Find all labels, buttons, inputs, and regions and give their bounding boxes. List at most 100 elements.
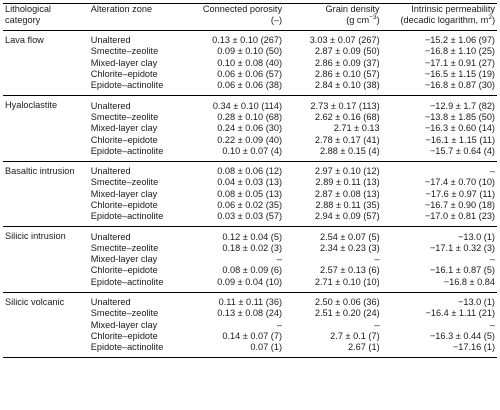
cell-grain-density: 2.50 ± 0.06 (36) <box>314 297 380 308</box>
cell-alteration-zone: Unaltered <box>90 166 131 177</box>
cell-alteration-zone: Chlorite–epidote <box>90 69 158 80</box>
table-row: Silicic volcanic Unaltered 0.11 ± 0.11 (36… <box>3 292 497 308</box>
cell-permeability: −16.3 ± 0.60 (14) <box>424 123 495 134</box>
cell-porosity: 0.09 ± 0.04 (10) <box>217 276 283 287</box>
cell-alteration-zone: Chlorite–epidote <box>90 134 158 145</box>
table-row: Smectite–zeolite 0.09 ± 0.10 (50) 2.87 ± 0… <box>3 46 497 57</box>
cell-porosity: – <box>276 319 283 330</box>
cell-category <box>3 189 89 200</box>
cell-alteration-zone: Epidote–actinolite <box>90 145 164 156</box>
cell-porosity: 0.06 ± 0.06 (38) <box>217 80 283 91</box>
cell-grain-density: 2.86 ± 0.10 (57) <box>314 69 380 80</box>
cell-permeability: −13.0 (1) <box>457 297 495 308</box>
cell-category: Hyaloclastite <box>5 100 58 111</box>
cell-grain-density: 2.51 ± 0.20 (24) <box>314 308 380 319</box>
data-table: Lithological category Alteration zone Co… <box>3 3 497 358</box>
cell-permeability: −17.6 ± 0.97 (11) <box>425 188 495 199</box>
table-group: Silicic volcanic Unaltered 0.11 ± 0.11 (36… <box>3 292 497 358</box>
cell-grain-density: 2.84 ± 0.10 (38) <box>314 80 380 91</box>
cell-grain-density: 2.57 ± 0.13 (6) <box>319 265 380 276</box>
cell-permeability: −13.8 ± 1.85 (50) <box>424 111 495 122</box>
cell-alteration-zone: Mixed-layer clay <box>90 254 158 265</box>
cell-category <box>3 331 89 342</box>
cell-grain-density: 2.54 ± 0.07 (5) <box>319 231 380 242</box>
table-row: Hyaloclastite Unaltered 0.34 ± 0.10 (114) 2… <box>3 96 497 112</box>
cell-grain-density: 2.71 ± 0.10 (10) <box>314 276 380 287</box>
header-density-unit: (g cm <box>346 15 370 25</box>
header-zone-text: Alteration zone <box>90 4 153 14</box>
table-row: Epidote–actinolite 0.10 ± 0.07 (4) 2.88 ± … <box>3 146 497 162</box>
table-row: Silicic intrusion Unaltered 0.12 ± 0.04 (5… <box>3 227 497 243</box>
cell-alteration-zone: Smectite–zeolite <box>90 46 159 57</box>
cell-permeability: −16.8 ± 0.84 <box>443 276 495 287</box>
cell-grain-density: 2.94 ± 0.09 (57) <box>314 211 380 222</box>
cell-grain-density: 2.78 ± 0.17 (41) <box>314 134 380 145</box>
cell-permeability: −17.1 ± 0.32 (3) <box>429 242 495 253</box>
cell-grain-density: 2.62 ± 0.16 (68) <box>314 111 380 122</box>
cell-grain-density: – <box>374 254 380 265</box>
cell-porosity: 0.22 ± 0.09 (40) <box>217 134 283 145</box>
cell-category <box>3 308 89 319</box>
cell-grain-density: 2.97 ± 0.10 (12) <box>314 166 380 177</box>
cell-alteration-zone: Chlorite–epidote <box>90 265 158 276</box>
table-row: Mixed-layer clay 0.10 ± 0.08 (40) 2.86 ± 0… <box>3 58 497 69</box>
cell-category <box>3 277 89 293</box>
table-row: Smectite–zeolite 0.18 ± 0.02 (3) 2.34 ± 0.… <box>3 243 497 254</box>
cell-alteration-zone: Epidote–actinolite <box>90 276 164 287</box>
cell-grain-density: 2.87 ± 0.09 (50) <box>314 46 380 57</box>
table-row: Smectite–zeolite 0.13 ± 0.08 (24) 2.51 ± 0… <box>3 308 497 319</box>
cell-porosity: 0.08 ± 0.09 (6) <box>222 265 283 276</box>
table-row: Smectite–zeolite 0.28 ± 0.10 (68) 2.62 ± 0… <box>3 112 497 123</box>
cell-category <box>3 46 89 57</box>
cell-permeability: −16.5 ± 1.15 (19) <box>424 69 495 80</box>
header-perm-unit: (decadic logarithm, m <box>400 15 489 25</box>
cell-category <box>3 69 89 80</box>
cell-alteration-zone: Smectite–zeolite <box>90 242 159 253</box>
cell-grain-density: 2.89 ± 0.11 (13) <box>315 177 380 188</box>
cell-category <box>3 134 89 145</box>
cell-category: Silicic volcanic <box>5 296 65 307</box>
table-row: Chlorite–epidote 0.06 ± 0.06 (57) 2.86 ± 0… <box>3 69 497 80</box>
cell-category <box>3 80 89 96</box>
table-row: Chlorite–epidote 0.06 ± 0.02 (35) 2.88 ± 0… <box>3 200 497 211</box>
table-group: Lava flow Unaltered 0.13 ± 0.10 (267) 3.03 … <box>3 31 497 96</box>
cell-porosity: 0.03 ± 0.03 (57) <box>217 211 283 222</box>
table-row: Chlorite–epidote 0.08 ± 0.09 (6) 2.57 ± 0.… <box>3 265 497 276</box>
table-group: Silicic intrusion Unaltered 0.12 ± 0.04 (5… <box>3 227 497 293</box>
cell-permeability: −17.4 ± 0.70 (10) <box>424 177 495 188</box>
table-row: Smectite–zeolite 0.04 ± 0.03 (13) 2.89 ± 0… <box>3 177 497 188</box>
cell-permeability: −17.0 ± 0.81 (23) <box>424 211 495 222</box>
cell-category <box>3 320 89 331</box>
table-row: Lava flow Unaltered 0.13 ± 0.10 (267) 3.03 … <box>3 31 497 47</box>
cell-alteration-zone: Unaltered <box>90 35 131 46</box>
cell-alteration-zone: Unaltered <box>90 231 131 242</box>
header-row: Lithological category Alteration zone Co… <box>3 3 497 31</box>
cell-grain-density: 2.88 ± 0.11 (35) <box>315 200 380 210</box>
header-porosity-line2: (–) <box>270 15 283 25</box>
cell-permeability: −16.1 ± 1.15 (11) <box>425 134 495 145</box>
header-density: Grain density (g cm−3) <box>284 4 382 31</box>
cell-permeability: −15.2 ± 1.06 (97) <box>424 35 495 46</box>
cell-alteration-zone: Epidote–actinolite <box>90 80 164 91</box>
cell-category <box>3 243 89 254</box>
cell-category <box>3 146 89 162</box>
cell-porosity: 0.07 (1) <box>250 342 283 353</box>
cell-porosity: 0.08 ± 0.05 (13) <box>217 188 283 199</box>
cell-permeability: −16.1 ± 0.87 (5) <box>429 265 495 276</box>
cell-alteration-zone: Smectite–zeolite <box>90 111 159 122</box>
cell-alteration-zone: Unaltered <box>90 297 131 308</box>
header-density-line1: Grain density <box>325 4 380 14</box>
header-density-sup: −3 <box>369 13 377 21</box>
cell-permeability: −16.3 ± 0.44 (5) <box>429 330 495 341</box>
cell-category <box>3 123 89 134</box>
cell-alteration-zone: Unaltered <box>90 100 131 111</box>
cell-permeability: – <box>489 319 495 330</box>
cell-porosity: 0.04 ± 0.03 (13) <box>217 177 283 188</box>
cell-porosity: 0.08 ± 0.06 (12) <box>217 166 283 177</box>
header-perm-line1: Intrinsic permeability <box>411 4 495 14</box>
table-group: Hyaloclastite Unaltered 0.34 ± 0.10 (114) 2… <box>3 96 497 162</box>
header-perm-close: ) <box>491 15 495 25</box>
cell-permeability: −12.9 ± 1.7 (82) <box>429 100 495 111</box>
cell-porosity: 0.10 ± 0.08 (40) <box>217 57 283 68</box>
table-row: Epidote–actinolite 0.07 (1) 2.67 (1) −17.16… <box>3 342 497 358</box>
